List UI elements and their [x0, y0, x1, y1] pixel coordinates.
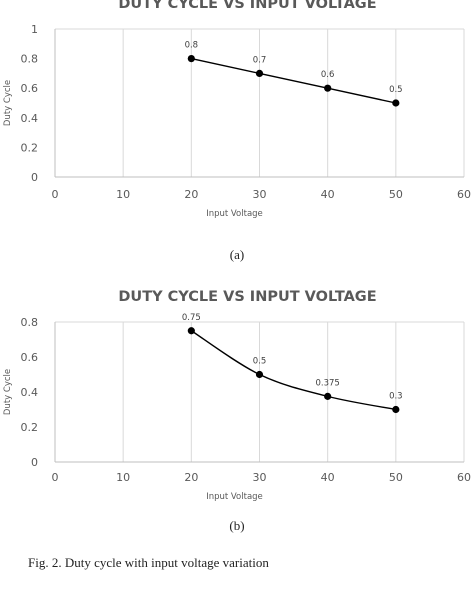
chart-b-data-point [392, 405, 400, 414]
chart-b-data-point [255, 370, 264, 379]
chart-a-x-axis-label: Input Voltage [206, 209, 263, 219]
chart-a-x-tick-label: 40 [321, 188, 335, 201]
figure-caption: Fig. 2. Duty cycle with input voltage va… [28, 555, 269, 570]
chart-a-y-tick-label: 0.6 [21, 82, 39, 95]
chart-b-data-point [187, 327, 195, 335]
chart-a-data-label: 0.8 [185, 41, 199, 51]
chart-a-data-label: 0.7 [253, 55, 267, 65]
chart-b-data-point [324, 392, 332, 400]
chart-a-data-point [324, 84, 332, 92]
chart-b-y-tick-label: 0 [31, 456, 38, 469]
chart-b-series-line [190, 330, 396, 411]
chart-a-series-line [191, 57, 396, 104]
chart-a-x-tick-label: 10 [116, 188, 130, 201]
chart-a-x-tick-label: 30 [253, 188, 267, 201]
chart-b-x-tick-label: 0 [52, 471, 59, 484]
chart-b-data-label: 0.3 [389, 392, 403, 402]
chart-b-x-tick-label: 10 [116, 471, 130, 484]
chart-a-y-axis-label: Duty Cycle [3, 80, 13, 126]
chart-b-x-tick-label: 60 [457, 471, 471, 484]
chart-a-data-point [255, 69, 264, 77]
chart-b-data-label: 0.5 [253, 357, 267, 367]
chart-b-y-tick-label: 0.6 [21, 351, 39, 364]
chart-a-data-label: 0.6 [321, 70, 335, 80]
chart-b-x-tick-label: 30 [253, 471, 267, 484]
chart-b-x-tick-label: 20 [184, 471, 198, 484]
chart-a-y-tick-label: 0.8 [21, 53, 39, 66]
chart-a-x-tick-label: 20 [184, 188, 198, 201]
chart-a-y-tick-label: 0 [31, 171, 38, 184]
chart-b-y-tick-label: 0.4 [21, 386, 39, 399]
subfigure-caption-b: (b) [229, 518, 245, 533]
chart-b-x-axis-label: Input Voltage [206, 492, 263, 502]
chart-b-data-label: 0.75 [182, 313, 201, 323]
chart-b-title: DUTY CYCLE VS INPUT VOLTAGE [118, 289, 376, 305]
chart-b-x-tick-label: 50 [389, 471, 403, 484]
chart-a-y-tick-label: 0.2 [21, 141, 39, 154]
chart-b-y-axis-label: Duty Cycle [3, 369, 13, 415]
chart-b-y-tick-label: 0.2 [21, 421, 39, 434]
chart-b-x-tick-label: 40 [321, 471, 335, 484]
chart-a-data-point [392, 99, 400, 107]
subfigure-caption-a: (a) [229, 247, 245, 262]
chart-a-y-tick-label: 1 [31, 23, 38, 36]
chart-b-y-tick-label: 0.8 [21, 316, 39, 329]
chart-a-y-tick-label: 0.4 [21, 112, 39, 125]
chart-a-x-tick-label: 60 [457, 188, 471, 201]
chart-a-x-tick-label: 0 [52, 188, 59, 201]
chart-a-title: DUTY CYCLE VS INPUT VOLTAGE [118, 0, 376, 12]
chart-a-data-label: 0.5 [389, 85, 403, 95]
chart-b-data-label: 0.375 [315, 378, 339, 388]
chart-a-x-tick-label: 50 [389, 188, 403, 201]
chart-a-data-point [187, 55, 195, 63]
